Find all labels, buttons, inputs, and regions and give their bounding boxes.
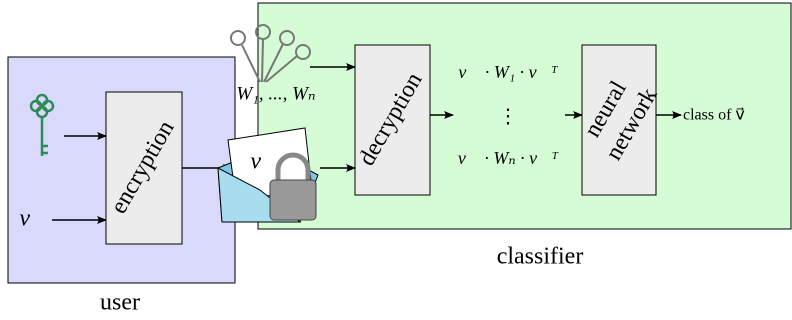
keys-label: W₁, ..., Wₙ — [236, 83, 315, 104]
product-last: v⃗ · Wₙ · v⃗ᵀ — [458, 148, 559, 168]
diagram: user classifier v⃗ encryption W₁, ..., W… — [0, 0, 792, 320]
envelope-label: v⃗ — [250, 149, 279, 175]
user-label: user — [100, 290, 140, 316]
output-label: class of v⃗ — [683, 107, 745, 124]
product-first: v⃗ · W₁ · v⃗ᵀ — [458, 62, 558, 82]
input-vector: v⃗ — [19, 206, 48, 232]
classifier-label: classifier — [497, 244, 584, 270]
product-ellipsis: ⋮ — [498, 106, 518, 128]
envelope-icon — [218, 128, 318, 222]
